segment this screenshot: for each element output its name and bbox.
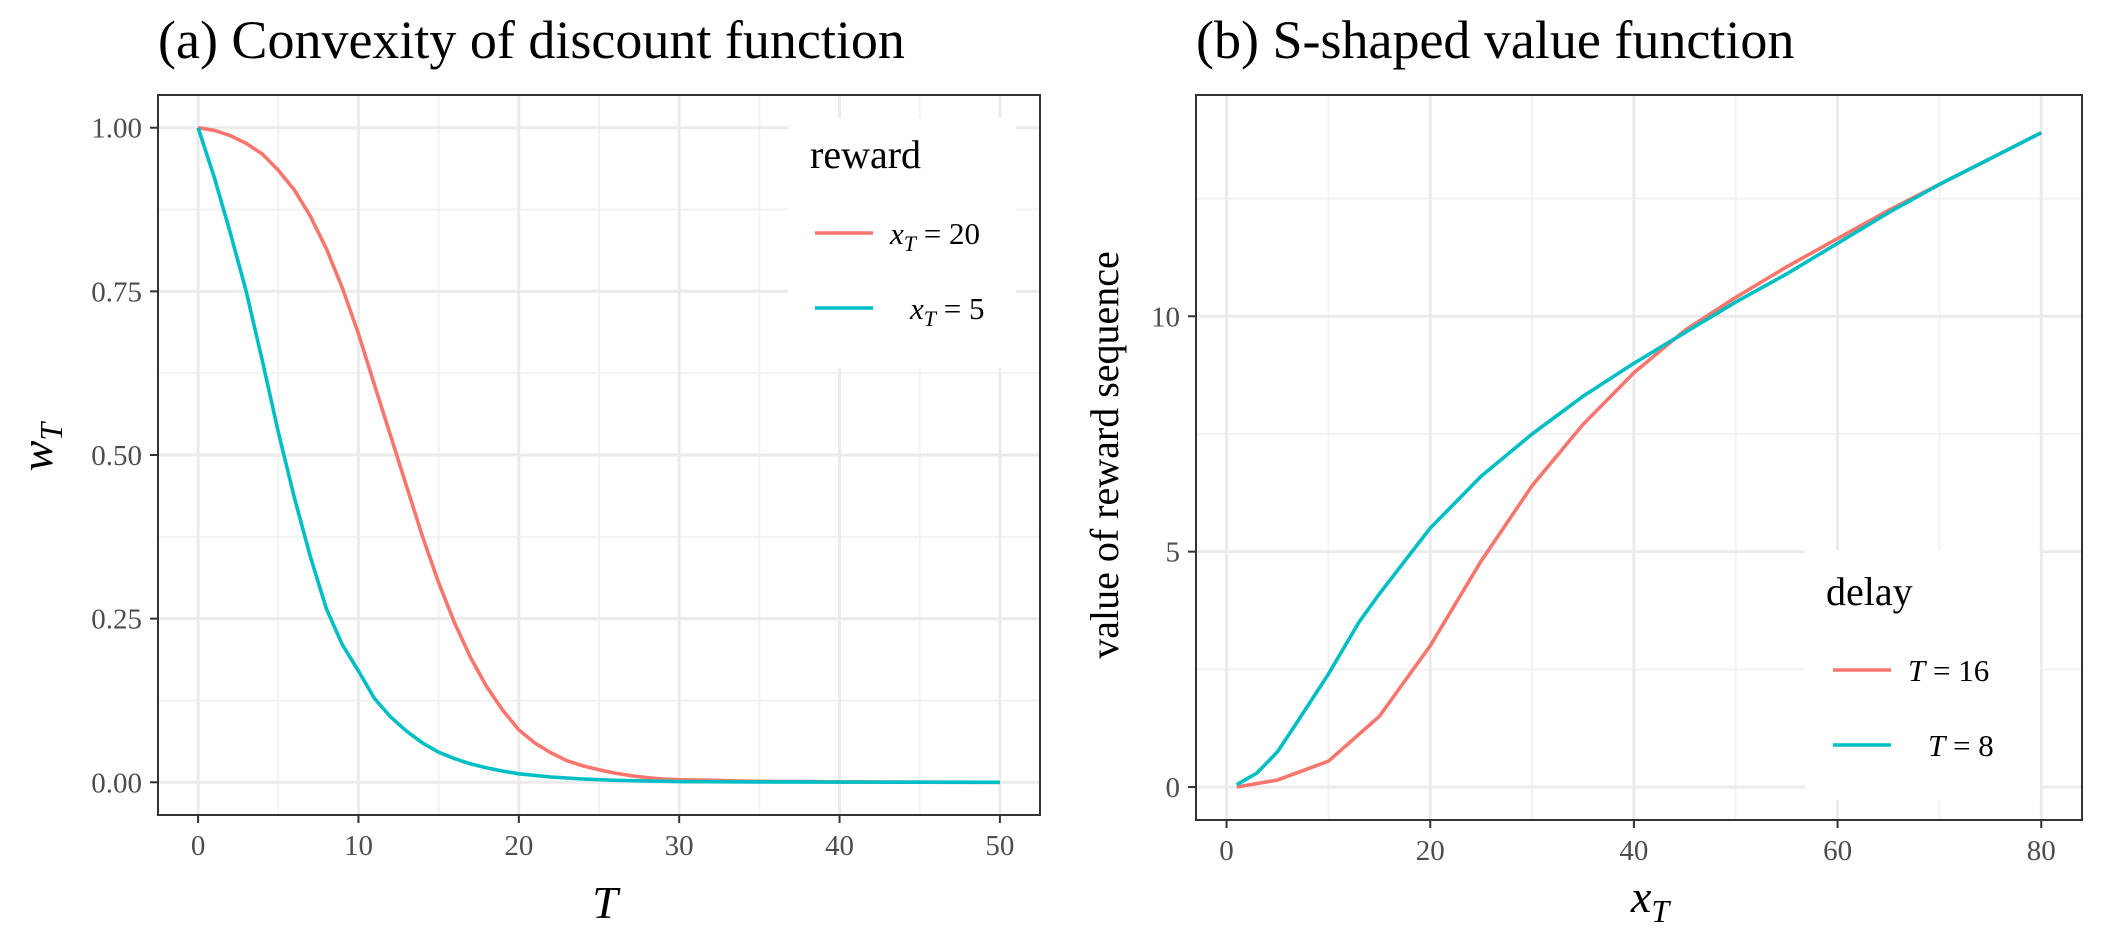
panel-a-series-lines bbox=[196, 125, 1000, 785]
y-tick-label: 10 bbox=[1151, 301, 1180, 333]
panel-b-legend-box bbox=[1805, 550, 2040, 800]
series-line-2 bbox=[1235, 131, 2043, 787]
panel-a-title: (a) Convexity of discount function bbox=[158, 10, 905, 70]
x-tick-label: 30 bbox=[665, 830, 694, 862]
legend-label-2: T = 8 bbox=[1928, 728, 1994, 763]
panel-b-legend-title: delay bbox=[1826, 569, 1913, 614]
panel-b-value-function: (b) S-shaped value function 0 20 40 60 80 0 5 1… bbox=[1082, 10, 2083, 929]
x-tick-label: 0 bbox=[191, 830, 206, 862]
panel-b-plot-border bbox=[1195, 94, 2083, 821]
panel-a-x-axis-title: T bbox=[592, 877, 621, 928]
legend-label-2: xT = 5 bbox=[909, 291, 985, 331]
panel-a-legend-box bbox=[788, 118, 1016, 368]
panel-b-legend-items: T = 16 T = 8 bbox=[1833, 653, 1994, 763]
panel-b-y-axis-title: value of reward sequence bbox=[1082, 251, 1127, 659]
panel-a-legend-items: xT = 20 xT = 5 bbox=[815, 216, 985, 331]
panel-b-y-axis-title-group: value of reward sequence bbox=[1082, 251, 1127, 659]
x-tick-label: 50 bbox=[985, 830, 1014, 862]
x-tick-label: 10 bbox=[344, 830, 373, 862]
panel-b-x-axis-title: xT bbox=[1630, 871, 1671, 929]
panel-a-axis-ticks: 0 10 20 30 40 50 0.00 0.25 0.50 0.75 1.00 bbox=[91, 113, 1014, 862]
x-tick-label: 0 bbox=[1219, 835, 1234, 867]
panel-b-title: (b) S-shaped value function bbox=[1196, 10, 1794, 70]
y-tick-label: 0 bbox=[1166, 772, 1181, 804]
panel-a-gridlines bbox=[158, 95, 1040, 815]
y-tick-label: 0.25 bbox=[91, 604, 142, 636]
y-tick-label: 5 bbox=[1166, 537, 1181, 569]
y-tick-label: 0.75 bbox=[91, 276, 142, 308]
panel-a-discount-function: (a) Convexity of discount function 0 10 20… bbox=[11, 10, 1041, 928]
panel-a-y-axis-title: wT bbox=[11, 421, 69, 472]
x-tick-label: 40 bbox=[825, 830, 854, 862]
panel-b-series-lines bbox=[1235, 131, 2043, 789]
y-tick-label: 0.50 bbox=[91, 440, 142, 472]
legend-label-1: xT = 20 bbox=[889, 216, 980, 256]
series-line-2 bbox=[196, 127, 1000, 785]
x-tick-label: 20 bbox=[1416, 835, 1445, 867]
y-tick-label: 1.00 bbox=[91, 113, 142, 145]
x-tick-label: 40 bbox=[1619, 835, 1648, 867]
panel-a-legend-title: reward bbox=[810, 132, 921, 177]
x-tick-label: 60 bbox=[1823, 835, 1852, 867]
legend-label-1: T = 16 bbox=[1908, 653, 1989, 688]
panel-b-legend: delay T = 16 T = 8 bbox=[1805, 550, 2040, 800]
x-tick-label: 20 bbox=[504, 830, 533, 862]
panel-a-y-axis-title-group: wT bbox=[11, 421, 69, 472]
panel-b-axis-ticks: 0 20 40 60 80 0 5 10 bbox=[1151, 301, 2056, 867]
panel-a-legend: reward xT = 20 xT = 5 bbox=[788, 118, 1016, 368]
y-tick-label: 0.00 bbox=[91, 767, 142, 799]
x-tick-label: 80 bbox=[2027, 835, 2056, 867]
